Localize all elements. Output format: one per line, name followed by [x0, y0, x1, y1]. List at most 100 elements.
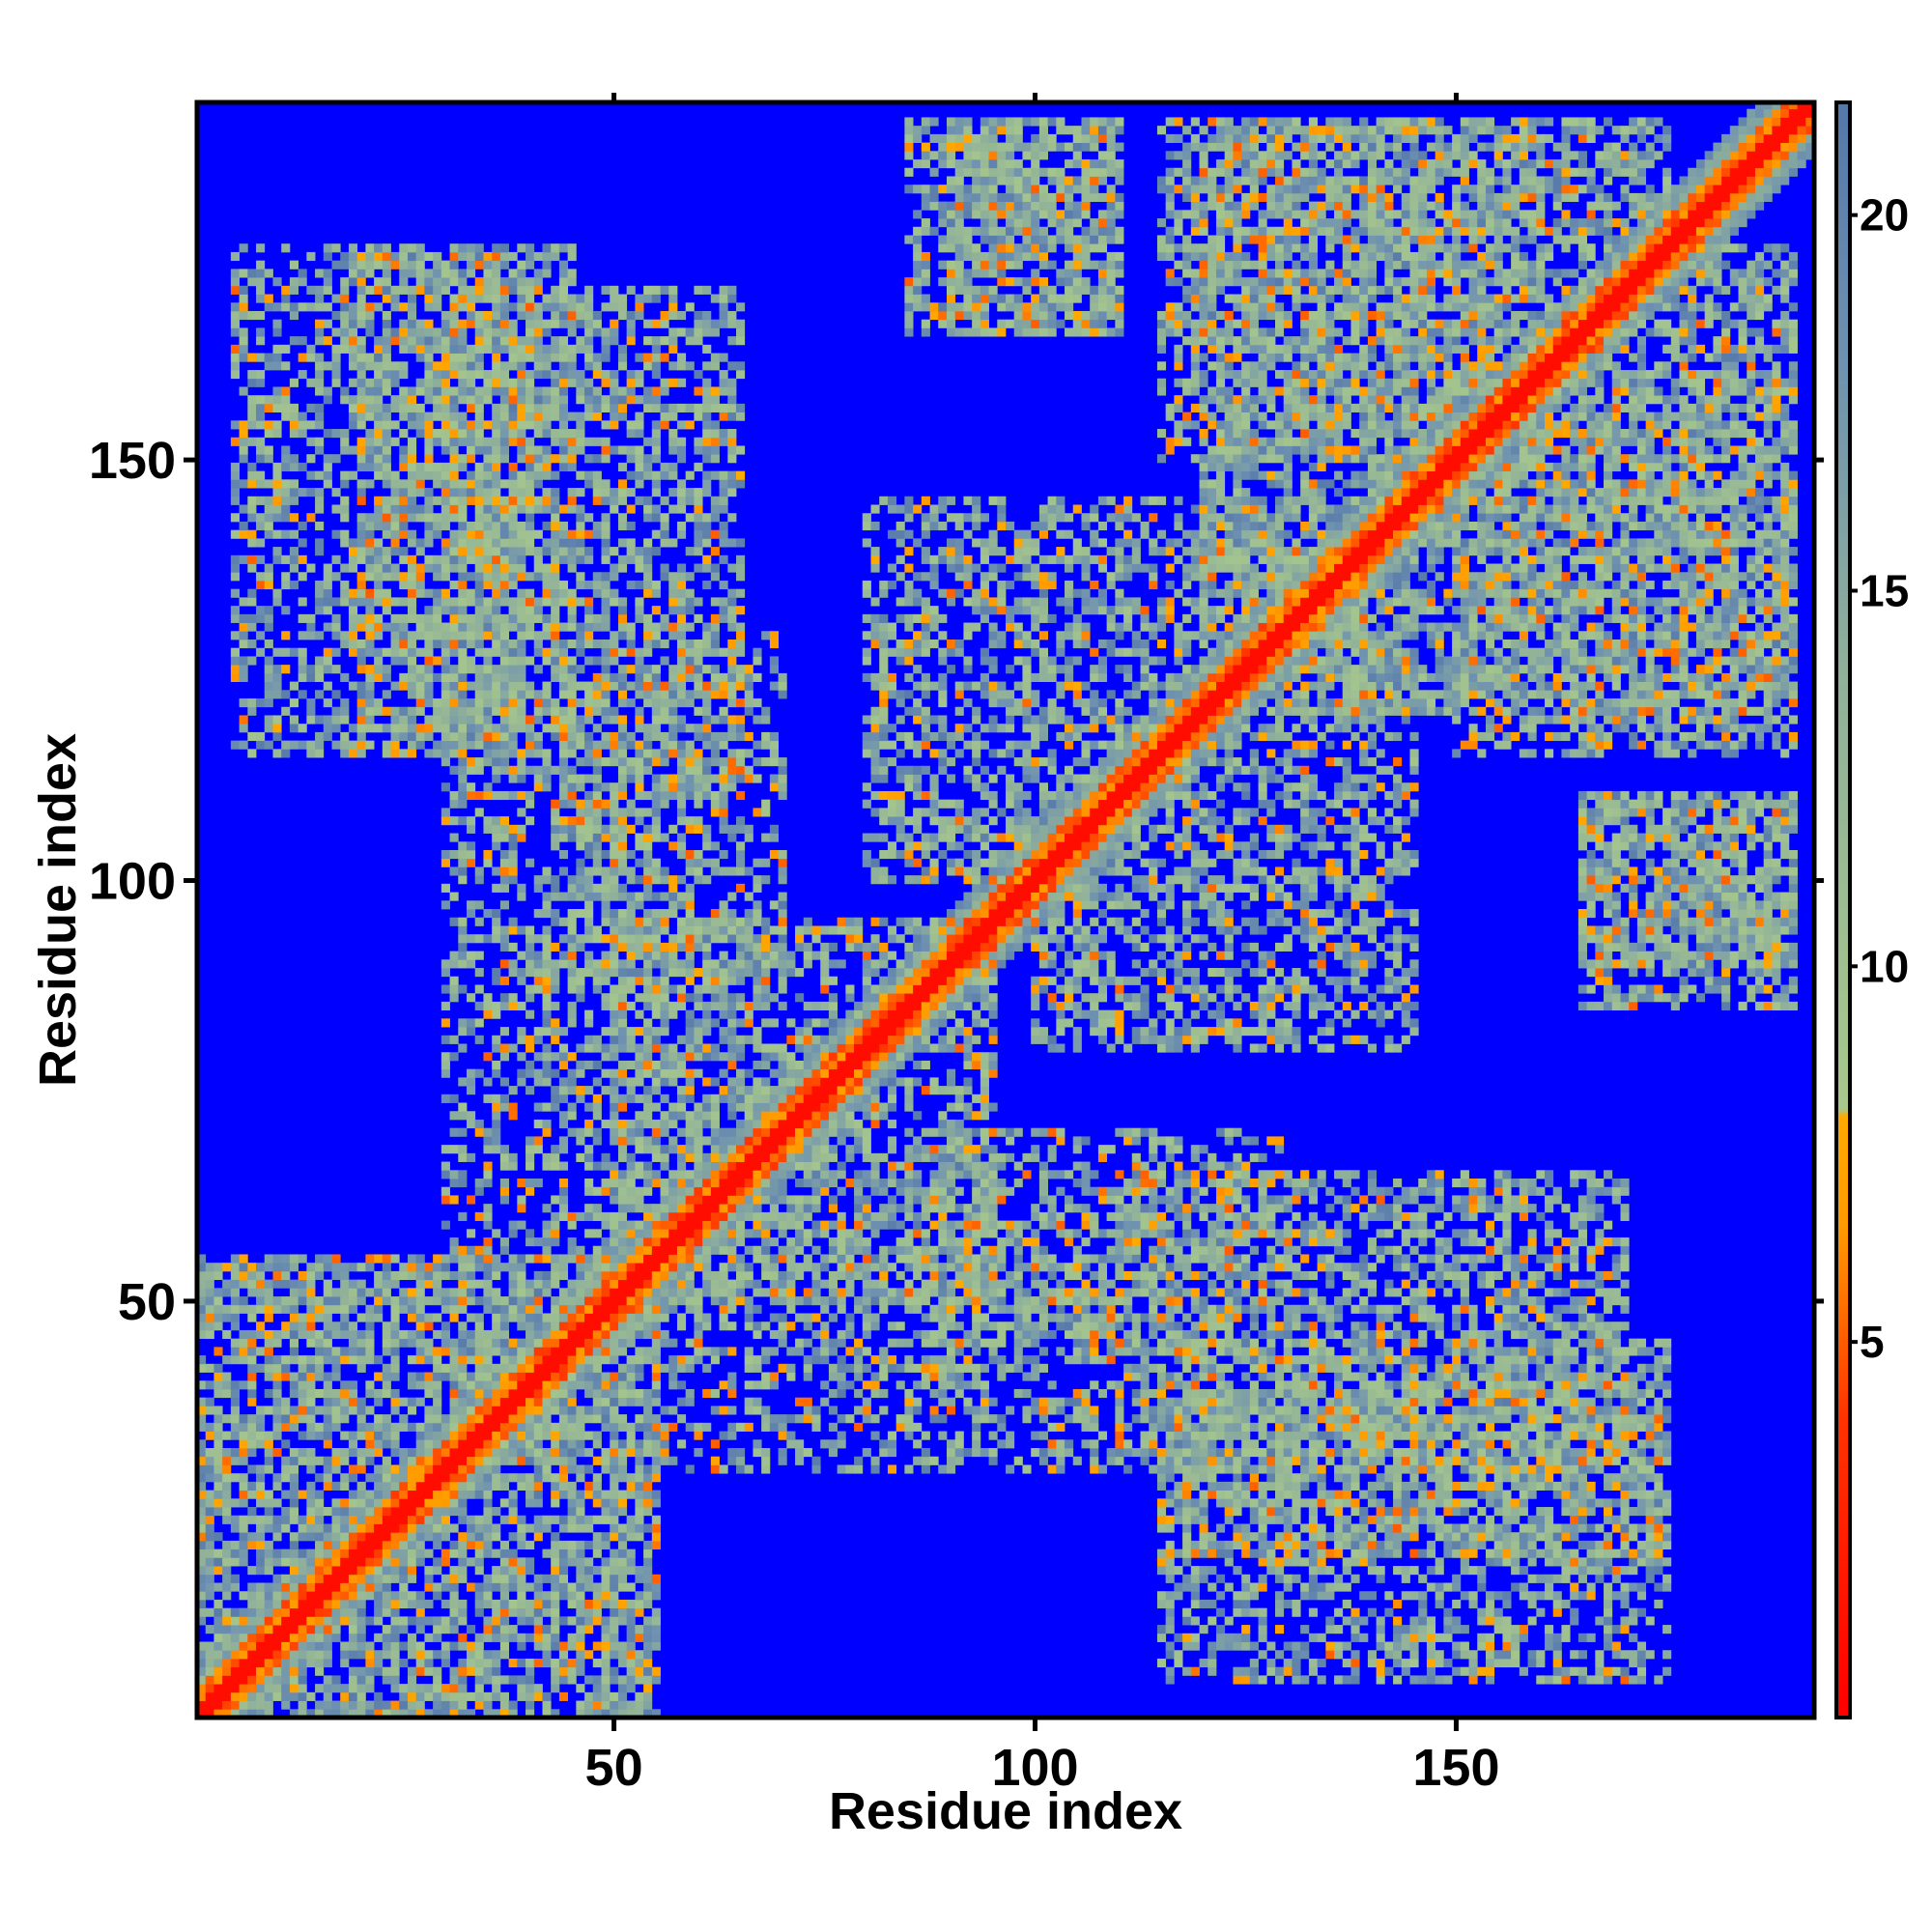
heatmap-cell	[424, 1422, 434, 1432]
heatmap-cell	[390, 656, 400, 666]
heatmap-cell	[576, 1684, 585, 1693]
heatmap-cell	[424, 1313, 434, 1322]
heatmap-cell	[433, 1254, 442, 1264]
heatmap-cell	[331, 554, 341, 564]
heatmap-cell	[592, 1204, 602, 1213]
heatmap-cell	[247, 504, 257, 514]
heatmap-cell	[424, 749, 434, 758]
heatmap-cell	[576, 1279, 585, 1289]
heatmap-cell	[298, 1380, 307, 1390]
heatmap-cell	[399, 1296, 409, 1306]
heatmap-cell	[449, 1397, 459, 1406]
heatmap-cell	[264, 1658, 273, 1668]
heatmap-cell	[440, 1599, 450, 1609]
heatmap-cell	[610, 1136, 619, 1146]
heatmap-cell	[230, 1406, 240, 1415]
heatmap-cell	[483, 613, 493, 623]
heatmap-cell	[492, 488, 501, 497]
heatmap-cell	[458, 1380, 468, 1390]
heatmap-cell	[474, 1448, 484, 1458]
heatmap-cell	[348, 1625, 358, 1634]
heatmap-cell	[306, 1523, 316, 1533]
heatmap-cell	[467, 588, 476, 598]
heatmap-cell	[584, 529, 594, 539]
heatmap-cell	[584, 1296, 594, 1306]
heatmap-cell	[610, 1582, 619, 1592]
heatmap-cell	[415, 740, 425, 750]
heatmap-cell	[407, 1490, 417, 1499]
heatmap-cell	[298, 1406, 307, 1415]
heatmap-cell	[374, 1700, 384, 1710]
heatmap-cell	[499, 1709, 509, 1719]
heatmap-cell	[247, 1666, 257, 1676]
heatmap-cell	[298, 1675, 307, 1685]
heatmap-cell	[610, 1263, 619, 1272]
heatmap-cell	[508, 1397, 518, 1406]
heatmap-cell	[617, 1414, 628, 1424]
heatmap-cell	[617, 1179, 628, 1188]
heatmap-cell	[592, 1372, 602, 1381]
heatmap-cell	[433, 1566, 442, 1576]
heatmap-cell	[592, 1380, 602, 1390]
heatmap-cell	[551, 647, 560, 657]
heatmap-cell	[306, 378, 316, 387]
heatmap-cell	[399, 639, 409, 649]
heatmap-cell	[558, 1414, 569, 1424]
heatmap-cell	[492, 1035, 501, 1044]
heatmap-cell	[222, 1388, 232, 1399]
heatmap-cell	[467, 656, 476, 666]
heatmap-cell	[558, 1540, 569, 1550]
heatmap-cell	[551, 942, 560, 952]
heatmap-cell	[576, 1152, 585, 1162]
heatmap-cell	[551, 917, 560, 926]
heatmap-cell	[610, 1691, 619, 1701]
heatmap-cell	[415, 488, 425, 497]
heatmap-cell	[365, 665, 375, 674]
heatmap-cell	[356, 1406, 366, 1415]
heatmap-cell	[440, 858, 450, 867]
heatmap-cell	[584, 302, 594, 312]
heatmap-cell	[449, 1111, 459, 1121]
heatmap-cell	[626, 1195, 636, 1205]
heatmap-cell	[374, 1666, 384, 1676]
heatmap-cell	[601, 1464, 611, 1474]
heatmap-cell	[558, 504, 569, 514]
heatmap-cell	[492, 420, 501, 430]
heatmap-cell	[449, 1094, 459, 1103]
heatmap-cell	[567, 917, 577, 926]
heatmap-cell	[567, 1077, 577, 1087]
heatmap-cell	[576, 597, 585, 607]
heatmap-cell	[551, 1625, 560, 1634]
heatmap-cell	[474, 731, 484, 742]
heatmap-cell	[272, 1641, 282, 1651]
heatmap-cell	[315, 731, 325, 742]
heatmap-cell	[415, 1548, 425, 1558]
heatmap-cell	[306, 1363, 316, 1373]
heatmap-cell	[492, 470, 501, 480]
heatmap-cell	[374, 1548, 384, 1558]
heatmap-cell	[499, 765, 509, 775]
heatmap-cell	[374, 445, 384, 455]
heatmap-cell	[467, 698, 476, 708]
heatmap-cell	[289, 1599, 299, 1609]
heatmap-cell	[289, 1540, 299, 1550]
heatmap-cell	[289, 1347, 299, 1356]
heatmap-cell	[517, 613, 526, 623]
heatmap-cell	[542, 1288, 552, 1297]
heatmap-cell	[247, 639, 257, 649]
heatmap-cell	[567, 412, 577, 421]
heatmap-cell	[567, 892, 577, 901]
heatmap-cell	[492, 909, 501, 919]
heatmap-cell	[340, 277, 350, 287]
heatmap-cell	[542, 1161, 552, 1171]
heatmap-cell	[340, 706, 350, 716]
heatmap-cell	[474, 1591, 484, 1601]
heatmap-cell	[584, 1018, 594, 1028]
heatmap-cell	[551, 613, 560, 623]
heatmap-cell	[467, 1380, 476, 1390]
heatmap-cell	[492, 319, 501, 328]
heatmap-cell	[382, 749, 391, 758]
heatmap-cell	[499, 310, 509, 321]
heatmap-cell	[467, 1296, 476, 1306]
heatmap-cell	[399, 1625, 409, 1634]
